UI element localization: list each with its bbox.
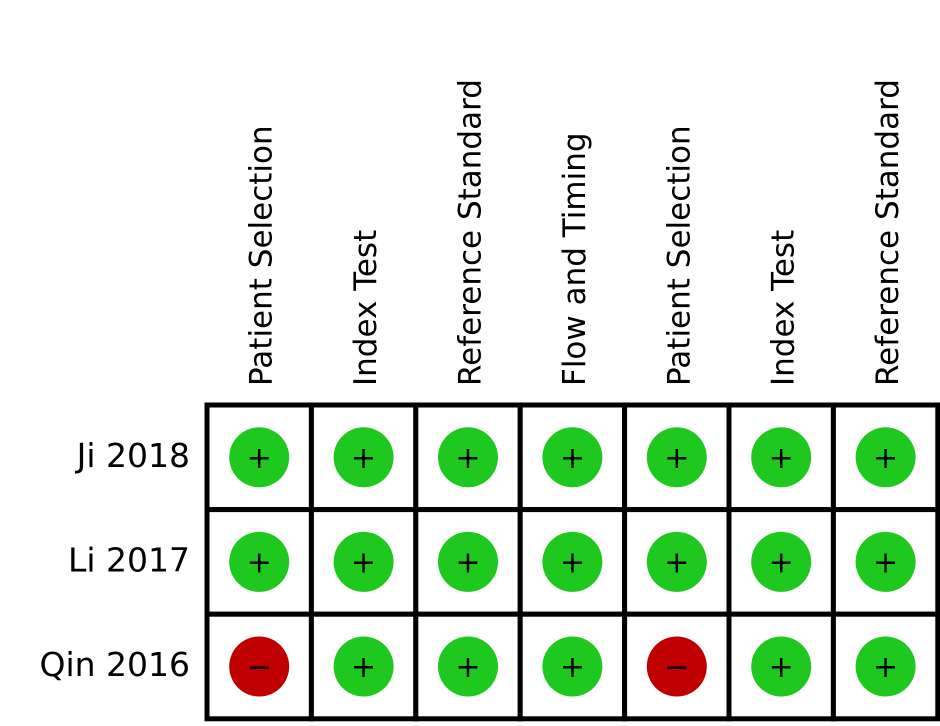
judgment-symbol: +: [455, 545, 480, 580]
judgment-symbol: +: [769, 441, 794, 476]
judgment-circle: [751, 636, 812, 697]
judgment-circle: [333, 636, 394, 697]
judgment-symbol: +: [351, 441, 376, 476]
judgment-symbol: +: [560, 650, 585, 685]
judgment-circle: [229, 636, 290, 697]
row-label: Li 2017: [68, 540, 190, 579]
judgment-symbol: +: [560, 441, 585, 476]
column-header: Index Test: [766, 230, 802, 386]
judgment-circle: [751, 531, 812, 592]
judgment-symbol: −: [664, 650, 689, 685]
judgment-circle: [438, 531, 498, 592]
judgment-symbol: +: [247, 441, 272, 476]
judgment-symbol: +: [769, 650, 794, 685]
judgment-circle: [751, 427, 812, 488]
judgment-circle: [855, 427, 916, 488]
row-label: Ji 2018: [75, 436, 190, 475]
judgment-symbol: +: [873, 441, 898, 476]
judgment-circle: [646, 427, 707, 488]
judgment-circle: [229, 531, 290, 592]
judgment-circle: [855, 531, 916, 592]
judgment-circle: [438, 636, 498, 697]
judgment-symbol: +: [560, 545, 585, 580]
judgment-symbol: +: [664, 545, 689, 580]
judgment-circle: [438, 427, 498, 488]
judgment-symbol: +: [247, 545, 272, 580]
judgment-symbol: +: [769, 545, 794, 580]
judgment-symbol: +: [351, 650, 376, 685]
judgment-circle: [333, 427, 394, 488]
judgment-circle: [542, 427, 603, 488]
column-header: Patient Selection: [244, 125, 280, 386]
judgment-symbol: +: [351, 545, 376, 580]
judgment-circle: [855, 636, 916, 697]
judgment-circle: [542, 636, 603, 697]
judgment-circle: [542, 531, 603, 592]
column-header: Flow and Timing: [557, 132, 593, 386]
judgment-symbol: −: [247, 650, 272, 685]
column-header: Index Test: [348, 230, 384, 386]
judgment-symbol: +: [664, 441, 689, 476]
judgment-circle: [646, 531, 707, 592]
column-header: Reference Standard: [870, 79, 906, 386]
judgment-symbol: +: [873, 650, 898, 685]
judgment-symbol: +: [455, 441, 480, 476]
column-header: Reference Standard: [453, 79, 489, 386]
judgment-symbol: +: [873, 545, 898, 580]
judgment-symbol: +: [455, 650, 480, 685]
judgment-circle: [646, 636, 707, 697]
judgment-circle: [333, 531, 394, 592]
column-header: Patient Selection: [661, 125, 697, 386]
row-label: Qin 2016: [39, 645, 190, 684]
judgment-circle: [229, 427, 290, 488]
